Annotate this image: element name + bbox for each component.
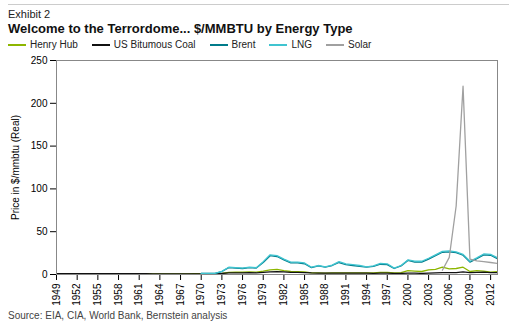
html-text:Source: EIA, CIA, World Bank,: Source: EIA, CIA, World Bank, Bernstein … [8, 310, 228, 321]
svg-text:1988: 1988 [319, 283, 330, 306]
svg-text:Price in $/mmbtu (Real): Price in $/mmbtu (Real) [10, 115, 21, 220]
svg-text:1970: 1970 [195, 283, 206, 306]
svg-text:1961: 1961 [133, 283, 144, 306]
svg-text:1976: 1976 [237, 283, 248, 306]
html-text:Solar: Solar [348, 39, 372, 50]
svg-text:1952: 1952 [71, 283, 82, 306]
html-text:LNG: LNG [291, 39, 312, 50]
html-text:US Bitumous Coal: US Bitumous Coal [113, 39, 196, 50]
svg-text:250: 250 [31, 55, 48, 66]
svg-text:2009: 2009 [464, 283, 475, 306]
svg-text:100: 100 [31, 183, 48, 194]
svg-text:1964: 1964 [154, 283, 165, 306]
svg-text:200: 200 [31, 98, 48, 109]
svg-text:1979: 1979 [257, 283, 268, 306]
svg-text:1991: 1991 [340, 283, 351, 306]
html-text:Henry Hub: Henry Hub [30, 39, 78, 50]
svg-text:2006: 2006 [443, 283, 454, 306]
svg-text:50: 50 [36, 226, 48, 237]
svg-text:1949: 1949 [51, 283, 62, 306]
svg-text:2003: 2003 [423, 283, 434, 306]
svg-text:2012: 2012 [485, 283, 496, 306]
html-text:Exhibit 2: Exhibit 2 [8, 8, 51, 20]
svg-text:1958: 1958 [113, 283, 124, 306]
html-text:Brent: Brent [231, 39, 256, 50]
svg-text:1985: 1985 [299, 283, 310, 306]
svg-text:1994: 1994 [361, 283, 372, 306]
svg-text:1997: 1997 [381, 283, 392, 306]
svg-text:1973: 1973 [216, 283, 227, 306]
svg-text:1982: 1982 [278, 283, 289, 306]
svg-text:150: 150 [31, 140, 48, 151]
svg-text:1955: 1955 [92, 283, 103, 306]
svg-text:1967: 1967 [175, 283, 186, 306]
svg-text:0: 0 [42, 269, 48, 280]
html-text:Welcome to the Terrordome... $: Welcome to the Terrordome... $/MMBTU by … [8, 21, 353, 36]
svg-text:2000: 2000 [402, 283, 413, 306]
